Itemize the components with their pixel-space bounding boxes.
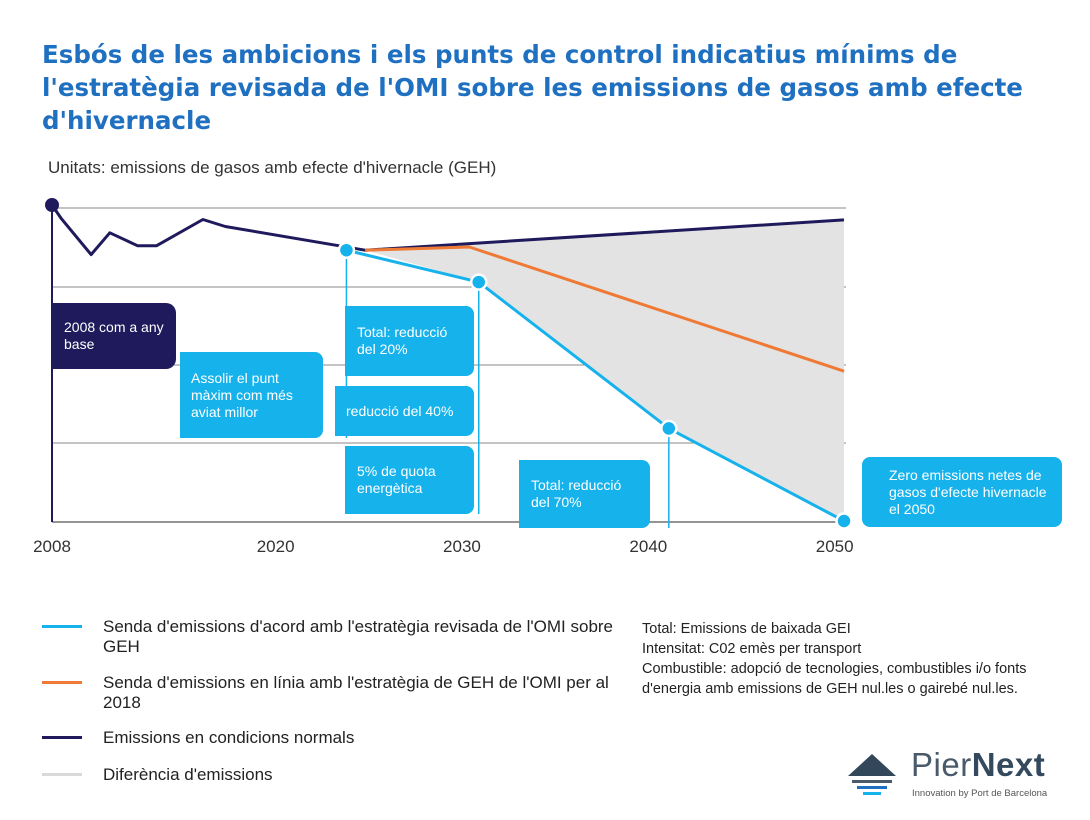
annotation-text: 2008 com a any base	[64, 319, 164, 352]
annotation-text: Assolir el punt màxim com més aviat mill…	[191, 369, 293, 420]
annotation-text: Total: reducció del 20%	[357, 324, 448, 357]
logo-wordmark: PierNext	[911, 746, 1045, 784]
logo-word-light: Pier	[911, 746, 972, 783]
marker-base-year	[45, 198, 59, 212]
x-tick-label: 2040	[629, 537, 667, 556]
x-tick-label: 2050	[816, 537, 854, 556]
legend-swatch	[42, 681, 82, 684]
legend-swatch	[42, 736, 82, 739]
x-axis-ticks: 2008 2020 2030 2040 2050	[33, 537, 854, 556]
x-tick-label: 2020	[257, 537, 295, 556]
legend-label: Emissions en condicions normals	[103, 728, 355, 747]
annotation-text: reducció del 40%	[346, 402, 454, 419]
note-line: d'energia amb emissions de GEH nul.les o…	[642, 681, 1018, 697]
marker-checkpoint	[835, 512, 853, 530]
annotation-reduction-20: Total: reducció del 20%	[345, 306, 474, 376]
emissions-gap-area	[365, 219, 844, 521]
series-line-revised-strategy	[346, 248, 845, 523]
x-tick-label: 2030	[443, 537, 481, 556]
annotation-text: Total: reducció del 70%	[531, 477, 622, 510]
marker-checkpoint	[660, 419, 678, 438]
marker-checkpoint	[469, 273, 488, 291]
logo-tagline: Innovation by Port de Barcelona	[912, 788, 1048, 799]
marker-checkpoint	[337, 241, 356, 259]
annotation-energy-share: 5% de quota energètica	[345, 446, 474, 514]
series-line-2018-strategy	[365, 245, 845, 373]
series-line-business-as-usual	[50, 204, 845, 257]
note-line: Total: Emissions de baixada GEI	[642, 621, 851, 637]
annotation-reduction-70: Total: reducció del 70%	[519, 460, 650, 528]
legend-swatch	[42, 625, 82, 628]
annotation-base-year: 2008 com a any base	[52, 303, 176, 369]
legend-label: Diferència d'emissions	[103, 765, 273, 784]
note-line: Combustible: adopció de tecnologies, com…	[642, 661, 1027, 677]
annotation-reduction-40: reducció del 40%	[335, 386, 474, 436]
legend-swatch	[42, 773, 82, 776]
piernext-logo[interactable]: PierNext Innovation by Port de Barcelona	[846, 746, 1056, 803]
chart-title: Esbós de les ambicions i els punts de co…	[42, 40, 1023, 135]
x-tick-label: 2008	[33, 537, 71, 556]
annotation-text: 5% de quota energètica	[357, 463, 436, 496]
annotation-peak: Assolir el punt màxim com més aviat mill…	[180, 352, 323, 438]
legend-label: Senda d'emissions en línia amb l'estratè…	[103, 673, 609, 712]
chart-canvas: 2008 2020 2030 2040 2050	[33, 198, 854, 556]
note-line: Intensitat: C02 emès per transport	[642, 641, 862, 657]
logo-word-bold: Next	[971, 746, 1046, 783]
annotation-text: Zero emissions netes de gasos d'efecte h…	[889, 466, 1047, 517]
lighthouse-logo-icon	[848, 754, 896, 795]
units-label: Unitats: emissions de gasos amb efecte d…	[48, 158, 497, 177]
legend-label: Senda d'emissions d'acord amb l'estratèg…	[103, 617, 614, 656]
notes: Total: Emissions de baixada GEI Intensit…	[642, 619, 1026, 699]
annotation-net-zero-2050: Zero emissions netes de gasos d'efecte h…	[862, 457, 1062, 527]
checkpoint-markers	[45, 198, 853, 530]
